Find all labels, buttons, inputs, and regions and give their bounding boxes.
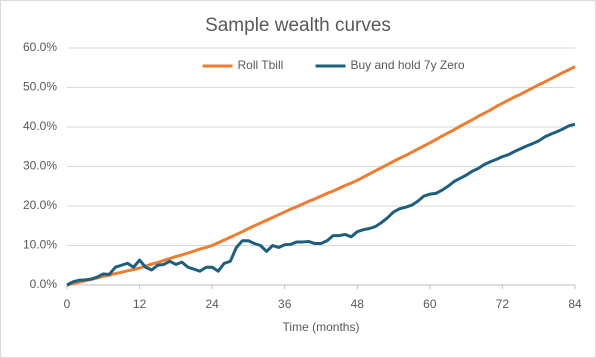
y-tick-label: 20.0% <box>23 198 57 212</box>
x-tick-label: 0 <box>64 297 71 311</box>
legend-label: Buy and hold 7y Zero <box>351 58 465 72</box>
x-tick-label: 24 <box>205 297 219 311</box>
y-tick-label: 10.0% <box>23 238 57 252</box>
x-axis-label: Time (months) <box>283 320 360 334</box>
y-tick-label: 0.0% <box>30 277 58 291</box>
x-tick-label: 84 <box>568 297 582 311</box>
series-line <box>66 65 576 287</box>
x-tick-label: 72 <box>496 297 510 311</box>
x-tick-label: 48 <box>351 297 365 311</box>
x-tick-label: 36 <box>278 297 292 311</box>
x-tick-label: 60 <box>423 297 437 311</box>
chart-title: Sample wealth curves <box>205 15 391 36</box>
y-tick-label: 40.0% <box>23 119 57 133</box>
series-line <box>66 122 576 287</box>
y-tick-label: 30.0% <box>23 159 57 173</box>
y-tick-label: 60.0% <box>23 40 57 54</box>
y-tick-label: 50.0% <box>23 80 57 94</box>
x-tick-label: 12 <box>133 297 147 311</box>
legend-label: Roll Tbill <box>238 58 284 72</box>
